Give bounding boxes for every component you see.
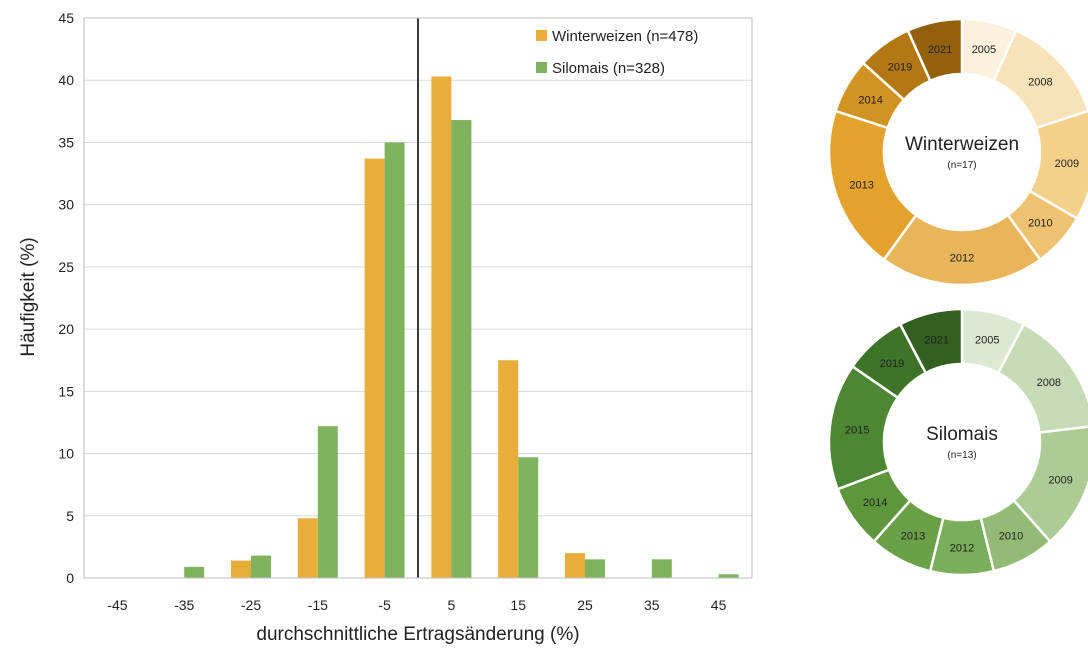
slice-label: 2015 xyxy=(845,424,869,436)
y-tick-label: 30 xyxy=(58,197,74,213)
slice-label: 2010 xyxy=(1028,218,1052,230)
bar-silomais xyxy=(184,566,205,578)
slice-label: 2005 xyxy=(972,44,996,56)
legend-label: Winterweizen (n=478) xyxy=(552,28,698,45)
bar-silomais xyxy=(518,457,539,578)
legend-swatch xyxy=(536,30,547,41)
donut-center-subtitle: (n=13) xyxy=(947,450,976,461)
y-tick-label: 10 xyxy=(58,446,74,462)
y-tick-labels: 0 5 10 15 20 25 30 35 40 45 xyxy=(58,10,74,586)
bar-winterweizen xyxy=(431,76,452,578)
bar-winterweizen xyxy=(565,553,585,578)
donut-slice xyxy=(906,17,964,83)
bar-silomais xyxy=(384,142,405,578)
bars xyxy=(184,76,739,579)
y-tick-label: 5 xyxy=(66,508,74,524)
slice-label: 2012 xyxy=(950,543,974,555)
y-tick-label: 20 xyxy=(58,321,74,337)
donut-center-title: Winterweizen xyxy=(905,134,1019,155)
x-tick-label: 15 xyxy=(510,597,526,613)
y-tick-label: 15 xyxy=(58,383,74,399)
donut-slice xyxy=(996,322,1088,434)
x-tick-label: 25 xyxy=(577,597,593,613)
slice-label: 2019 xyxy=(888,62,912,74)
bar-silomais xyxy=(251,555,271,578)
donut-slice xyxy=(992,28,1088,130)
donut-center-title: Silomais xyxy=(926,424,998,445)
x-tick-label: 45 xyxy=(711,597,727,613)
bar-winterweizen xyxy=(498,360,519,578)
legend: Winterweizen (n=478) Silomais (n=328) xyxy=(536,28,698,77)
x-tick-label: -45 xyxy=(107,597,127,613)
legend-label: Silomais (n=328) xyxy=(552,60,665,77)
donut-slice xyxy=(898,307,964,375)
y-tick-label: 45 xyxy=(58,10,74,26)
histogram-chart: 0 5 10 15 20 25 30 35 40 45 -45 -35 -25 -15 -5 5 15 25 35… xyxy=(18,10,753,645)
y-tick-label: 0 xyxy=(66,570,74,586)
slice-label: 2013 xyxy=(901,530,925,542)
slice-label: 2005 xyxy=(975,335,999,347)
bar-silomais xyxy=(585,559,605,578)
x-tick-label: -5 xyxy=(378,597,391,613)
x-tick-label: 35 xyxy=(644,597,660,613)
slice-label: 2009 xyxy=(1055,158,1079,170)
slice-label: 2008 xyxy=(1028,76,1052,88)
legend-swatch xyxy=(536,62,547,73)
donut-center-subtitle: (n=17) xyxy=(947,160,976,171)
donut-winterweizen: 2005 2008 2009 2010 2012 2013 2014 2019 2021 Wint… xyxy=(827,17,1088,287)
x-axis-title: durchschnittliche Ertragsänderung (%) xyxy=(256,624,579,645)
slice-label: 2008 xyxy=(1037,377,1061,389)
slice-label: 2014 xyxy=(858,94,882,106)
slice-label: 2009 xyxy=(1048,474,1072,486)
bar-silomais xyxy=(451,120,472,579)
slice-label: 2012 xyxy=(950,253,974,265)
x-tick-label: -35 xyxy=(174,597,194,613)
y-tick-label: 35 xyxy=(58,134,74,150)
bar-winterweizen xyxy=(297,518,318,578)
bar-silomais xyxy=(317,426,338,578)
x-tick-label: -25 xyxy=(241,597,261,613)
y-tick-label: 25 xyxy=(58,259,74,275)
slice-label: 2019 xyxy=(880,358,904,370)
slice-label: 2013 xyxy=(849,180,873,192)
slice-label: 2010 xyxy=(999,530,1023,542)
bar-winterweizen xyxy=(231,560,251,578)
y-axis-title: Häufigkeit (%) xyxy=(18,237,39,356)
bar-silomais xyxy=(718,574,739,578)
bar-silomais xyxy=(651,559,672,578)
donut-silomais: 2005 2008 2009 2010 2012 2013 2014 2015 2019 2021… xyxy=(827,307,1088,577)
x-tick-label: -15 xyxy=(308,597,328,613)
slice-label: 2021 xyxy=(925,335,949,347)
bar-winterweizen xyxy=(364,158,385,578)
plot-frame xyxy=(83,17,753,579)
y-tick-label: 40 xyxy=(58,72,74,88)
x-tick-label: 5 xyxy=(448,597,456,613)
slice-label: 2014 xyxy=(863,497,887,509)
x-tick-labels: -45 -35 -25 -15 -5 5 15 25 35 45 xyxy=(107,597,726,613)
slice-label: 2021 xyxy=(928,44,952,56)
